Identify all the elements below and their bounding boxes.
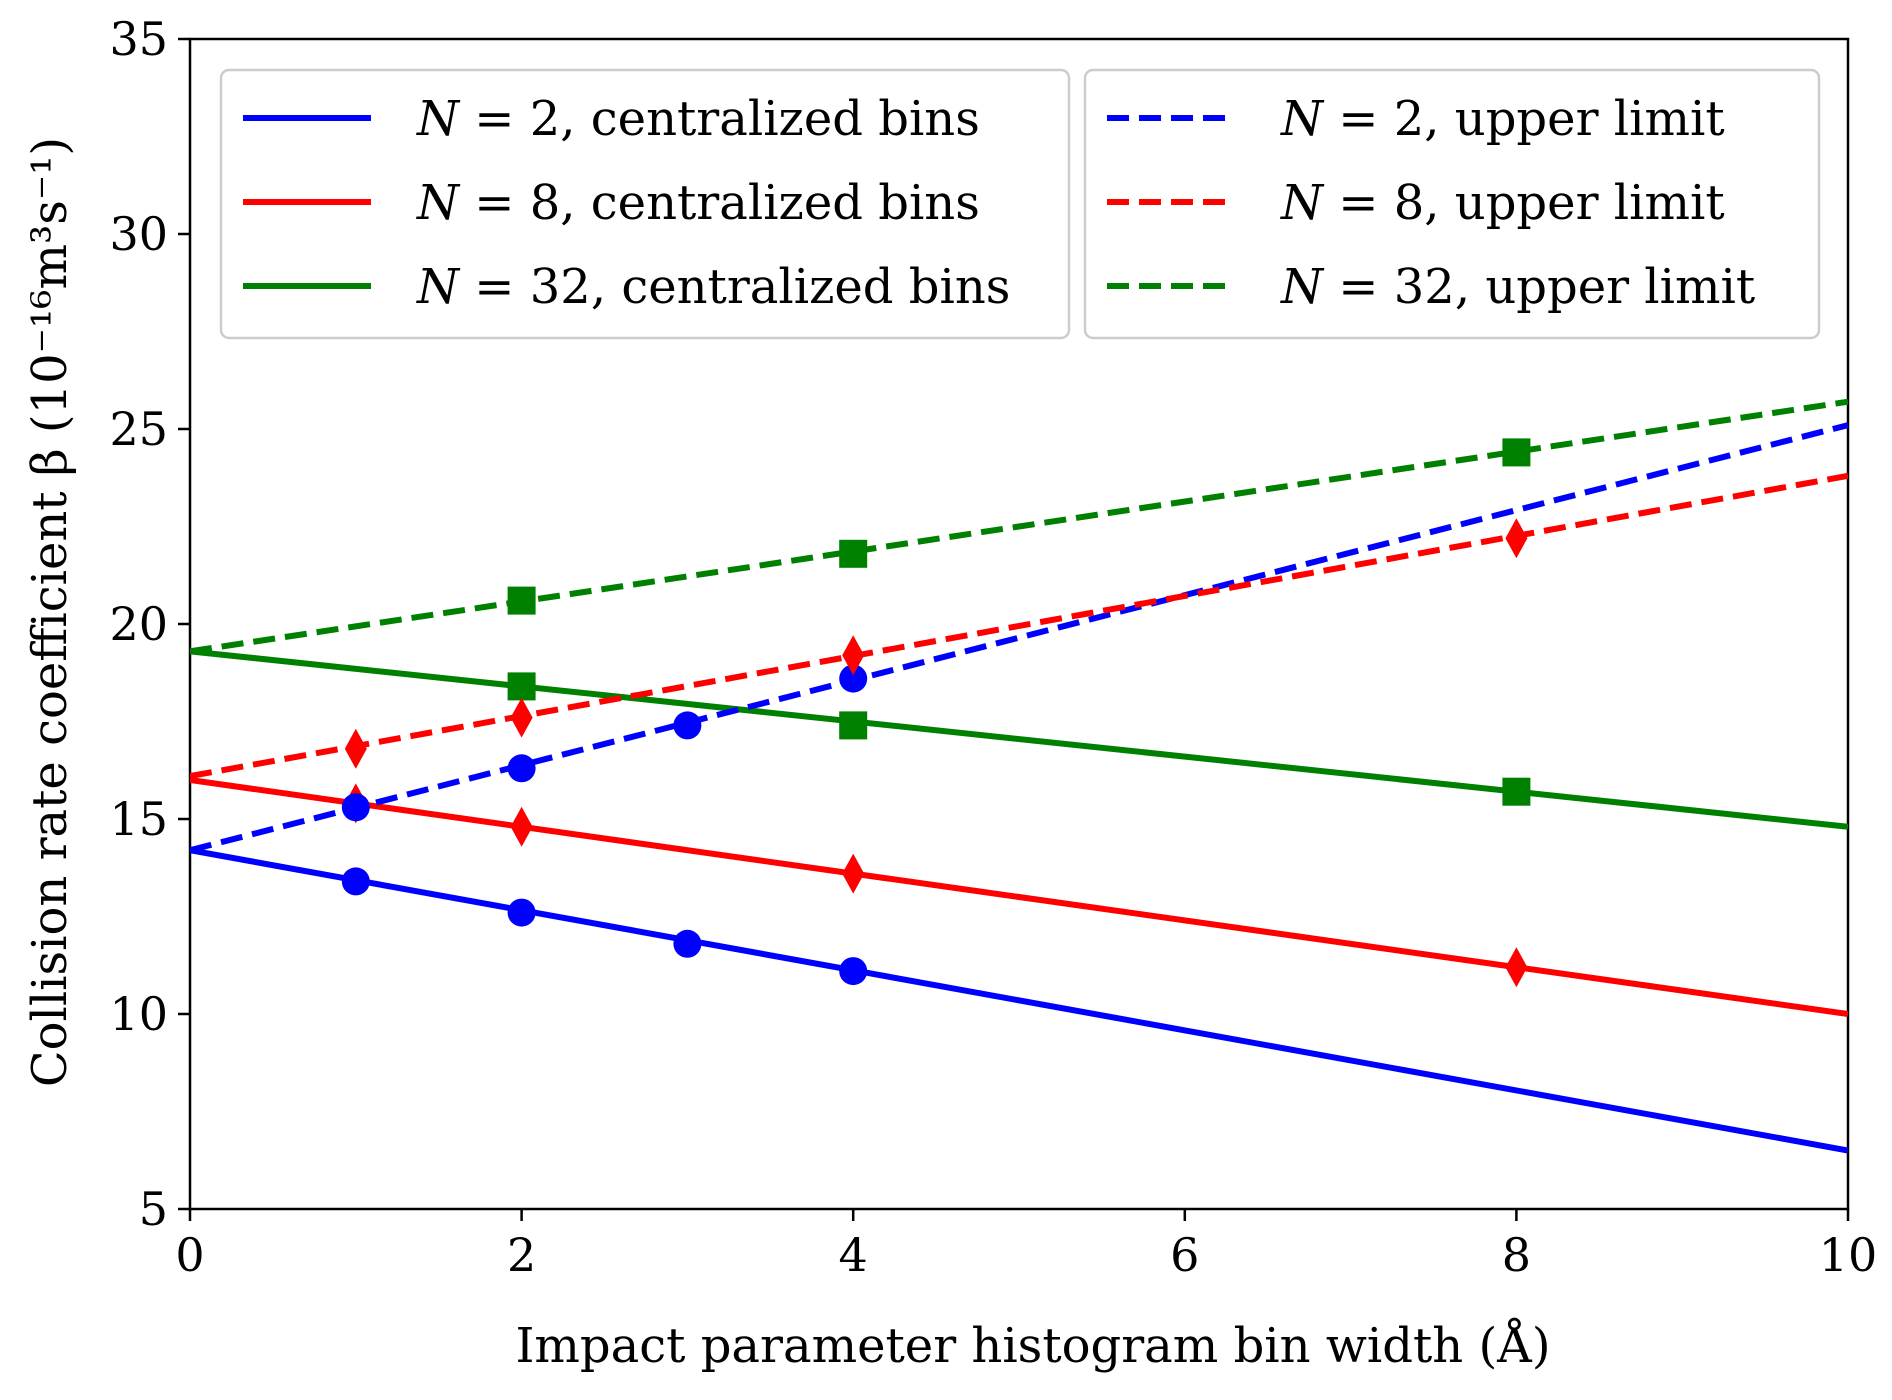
data-point-square <box>507 586 536 615</box>
fit-line <box>190 422 1848 854</box>
x-tick-label: 10 <box>1819 1228 1878 1282</box>
legend-entry-text: = 8, upper limit <box>1323 175 1725 231</box>
series-points-0 <box>341 867 868 986</box>
y-tick-label: 25 <box>109 402 168 456</box>
x-axis-label: Impact parameter histogram bin width (Å) <box>515 1317 1550 1374</box>
series-line-1 <box>190 777 1848 1017</box>
legend-frame <box>219 68 1071 340</box>
data-point-diamond <box>842 635 865 676</box>
legend-entry-var: N <box>1280 91 1325 147</box>
y-tick-label: 30 <box>109 207 168 261</box>
series-line-3 <box>190 422 1848 854</box>
legend-entry-var: N <box>1280 259 1325 315</box>
fit-line <box>190 472 1848 780</box>
data-point-circle <box>839 957 868 986</box>
y-axis-ticks: 5 10 15 20 25 30 35 <box>109 12 190 1236</box>
data-point-diamond <box>1505 518 1528 559</box>
legend-entry-var: N <box>416 91 461 147</box>
legend-entry-var: N <box>416 175 461 231</box>
fit-line <box>190 398 1848 655</box>
x-tick-label: 6 <box>1170 1228 1199 1282</box>
y-tick-label: 10 <box>109 987 168 1041</box>
data-point-square <box>1502 777 1531 806</box>
legend-entry-text: = 2, centralized bins <box>459 91 980 147</box>
data-point-diamond <box>510 806 533 847</box>
series-line-4 <box>190 472 1848 780</box>
series-line-5 <box>190 398 1848 655</box>
x-axis-ticks: 0 2 4 6 8 10 <box>175 1209 1877 1282</box>
y-tick-label: 35 <box>109 12 168 66</box>
x-tick-label: 2 <box>507 1228 536 1282</box>
data-point-circle <box>507 898 536 927</box>
legend-entry-var: N <box>416 259 461 315</box>
data-point-diamond <box>344 728 367 769</box>
data-point-circle <box>673 711 702 740</box>
data-point-circle <box>507 754 536 783</box>
legend-entry-label: N = 8, centralized bins <box>416 175 980 231</box>
series-points-3 <box>341 664 868 822</box>
fit-line <box>190 648 1848 830</box>
data-point-circle <box>341 867 370 896</box>
fit-line <box>190 777 1848 1017</box>
legend-entry-text: = 32, centralized bins <box>459 259 1010 315</box>
y-tick-label: 20 <box>109 597 168 651</box>
legend-frame <box>1083 68 1821 340</box>
data-point-circle <box>673 929 702 958</box>
data-point-diamond <box>842 853 865 894</box>
x-tick-label: 4 <box>839 1228 868 1282</box>
data-point-square <box>507 672 536 701</box>
series-points-2 <box>507 672 1531 806</box>
series-points-5 <box>507 438 1531 615</box>
legend-entry-text: = 2, upper limit <box>1323 91 1725 147</box>
legend-entry-var: N <box>1280 175 1325 231</box>
legend-entry-text: = 32, upper limit <box>1323 259 1755 315</box>
data-point-square <box>839 539 868 568</box>
data-point-diamond <box>1505 947 1528 988</box>
x-tick-label: 8 <box>1502 1228 1531 1282</box>
fit-line <box>190 847 1848 1154</box>
legend-entry-label: N = 8, upper limit <box>1280 175 1725 231</box>
legend-entry-label: N = 2, upper limit <box>1280 91 1725 147</box>
legend-entry-text: = 8, centralized bins <box>459 175 980 231</box>
x-tick-label: 0 <box>175 1228 204 1282</box>
series-layer <box>190 398 1848 1154</box>
legend-entry-label: N = 32, centralized bins <box>416 259 1010 315</box>
y-axis-label: Collision rate coefficient β (10⁻¹⁶m³s⁻¹… <box>22 137 78 1087</box>
data-point-diamond <box>510 697 533 738</box>
legend-entry-label: N = 32, upper limit <box>1280 259 1755 315</box>
data-point-square <box>839 711 868 740</box>
data-point-circle <box>341 793 370 822</box>
y-tick-label: 5 <box>139 1182 168 1236</box>
series-points-4 <box>344 518 1528 769</box>
series-line-0 <box>190 847 1848 1154</box>
legend-entry-label: N = 2, centralized bins <box>416 91 980 147</box>
data-point-circle <box>839 664 868 693</box>
data-point-square <box>1502 438 1531 467</box>
y-tick-label: 15 <box>109 792 168 846</box>
series-line-2 <box>190 648 1848 830</box>
